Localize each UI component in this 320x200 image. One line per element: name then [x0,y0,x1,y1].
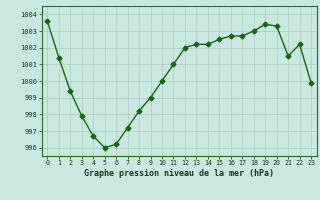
X-axis label: Graphe pression niveau de la mer (hPa): Graphe pression niveau de la mer (hPa) [84,169,274,178]
